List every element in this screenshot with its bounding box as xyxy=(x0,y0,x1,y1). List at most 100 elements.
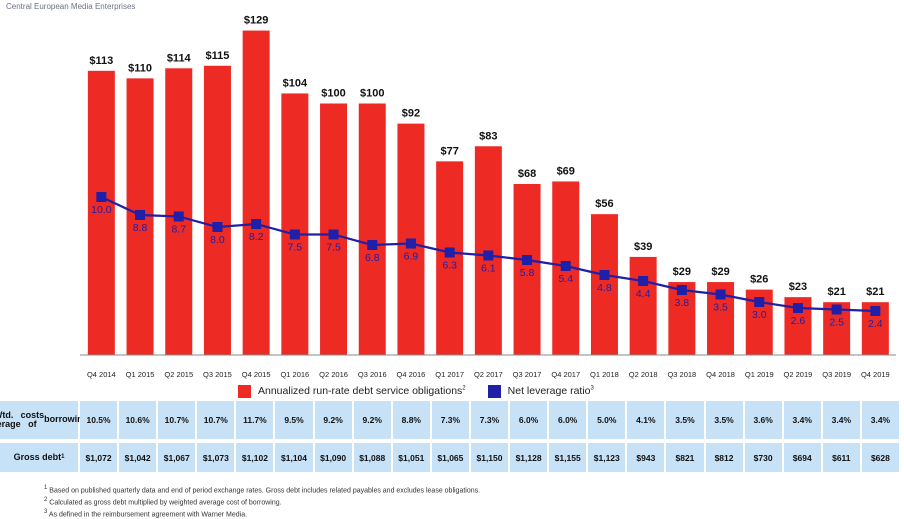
bar-value-label: $114 xyxy=(167,52,192,64)
legend-label-debt-service: Annualized run-rate debt service obligat… xyxy=(258,385,466,397)
table-cell: 9.2% xyxy=(314,401,352,439)
bar-q4-2014 xyxy=(87,70,115,356)
bar-q3-2015 xyxy=(203,65,231,356)
leverage-marker xyxy=(831,304,842,315)
leverage-value-label: 8.8 xyxy=(133,222,148,234)
leverage-value-label: 2.4 xyxy=(868,318,883,330)
table-cell: 9.2% xyxy=(353,401,391,439)
leverage-marker xyxy=(870,306,881,316)
x-tick-label: Q2 2018 xyxy=(629,370,658,379)
x-tick-label: Q4 2015 xyxy=(242,370,271,379)
legend-label-net-leverage: Net leverage ratio3 xyxy=(507,385,594,397)
table-cell: 5.0% xyxy=(588,401,626,439)
legend-item-net-leverage: Net leverage ratio3 xyxy=(487,384,594,398)
bar-value-label: $104 xyxy=(283,77,308,89)
table-cell: 3.6% xyxy=(744,401,782,439)
bar-value-label: $115 xyxy=(206,50,230,62)
table-cell: 7.3% xyxy=(470,401,509,439)
leverage-marker xyxy=(676,285,687,295)
table-cell: $1,051 xyxy=(392,443,430,472)
table-cell: 8.8% xyxy=(392,401,430,439)
table-cell: $1,073 xyxy=(197,443,235,472)
leverage-marker xyxy=(251,219,262,229)
leverage-value-label: 3.5 xyxy=(713,302,728,314)
leverage-marker xyxy=(715,289,726,300)
bar-value-label: $21 xyxy=(866,286,884,298)
leverage-marker xyxy=(96,192,107,202)
x-tick-label: Q3 2018 xyxy=(667,370,696,379)
bar-value-label: $23 xyxy=(789,281,807,293)
table-cell: 6.0% xyxy=(510,401,548,439)
leverage-marker xyxy=(367,240,378,250)
leverage-marker xyxy=(522,255,533,265)
table-cell: 3.5% xyxy=(666,401,704,439)
leverage-marker xyxy=(754,297,765,307)
x-tick-label: Q3 2017 xyxy=(513,370,542,379)
table-cell: 10.7% xyxy=(158,401,196,439)
bar-q2-2018 xyxy=(629,256,657,355)
leverage-value-label: 3.8 xyxy=(675,297,690,309)
legend-swatch-blue xyxy=(487,384,501,398)
table-cell: $943 xyxy=(627,443,665,472)
table-cell: $611 xyxy=(822,443,860,472)
footnote: 3 As defined in the reimbursement agreem… xyxy=(44,508,248,518)
x-tick-label: Q2 2016 xyxy=(319,370,348,379)
bar-value-label: $29 xyxy=(711,266,729,278)
bar-value-label: $56 xyxy=(595,198,613,210)
leverage-marker xyxy=(212,222,223,232)
leverage-marker xyxy=(328,229,339,240)
x-tick-label: Q3 2019 xyxy=(822,370,851,379)
table-cell: $1,065 xyxy=(431,443,469,472)
leverage-marker xyxy=(792,303,803,313)
x-tick-labels: Q4 2014 Q1 2015 Q2 2015 Q3 2015 Q4 2015 Q1 20… xyxy=(87,370,890,379)
bar-value-label: $21 xyxy=(827,286,845,298)
x-tick-label: Q1 2015 xyxy=(126,370,155,379)
x-tick-label: Q4 2014 xyxy=(87,370,116,379)
bar-value-label: $39 xyxy=(634,241,652,253)
x-tick-label: Q2 2017 xyxy=(474,370,503,379)
bar-value-label: $129 xyxy=(244,15,268,27)
leverage-value-label: 6.8 xyxy=(365,252,380,264)
x-tick-label: Q1 2019 xyxy=(745,370,774,379)
bar-value-label: $77 xyxy=(440,145,458,157)
leverage-value-label: 8.0 xyxy=(210,234,225,246)
bar-value-label: $29 xyxy=(673,266,691,278)
legend-item-debt-service: Annualized run-rate debt service obligat… xyxy=(238,384,466,398)
table-cell: $821 xyxy=(666,443,704,472)
bar-q3-2016 xyxy=(358,103,386,355)
table-cell: $1,128 xyxy=(510,443,548,472)
leverage-value-label: 6.1 xyxy=(481,263,496,275)
bar-value-label: $83 xyxy=(479,130,497,142)
leverage-marker xyxy=(483,250,494,261)
leverage-value-label: 7.5 xyxy=(288,242,303,254)
x-tick-label: Q1 2018 xyxy=(590,370,619,379)
leverage-marker xyxy=(560,261,571,271)
bar-q1-2017 xyxy=(436,161,464,355)
x-tick-label: Q2 2015 xyxy=(164,370,193,379)
x-tick-label: Q1 2016 xyxy=(280,370,309,379)
leverage-value-label: 4.8 xyxy=(597,282,612,294)
bar-q4-2015 xyxy=(242,30,270,355)
leverage-marker xyxy=(135,210,146,220)
table-cell: 7.3% xyxy=(431,401,469,439)
leverage-marker xyxy=(599,270,610,280)
brand-name: Central European Media Enterprises xyxy=(6,2,136,11)
table-cell: 3.4% xyxy=(783,401,821,439)
table-cell: 3.4% xyxy=(822,401,860,439)
leverage-value-label: 5.4 xyxy=(558,273,573,285)
table-cell: $1,090 xyxy=(314,443,352,472)
x-tick-label: Q1 2017 xyxy=(435,370,464,379)
legend-swatch-red xyxy=(238,384,251,398)
table-cell: $812 xyxy=(705,443,743,472)
x-tick-label: Q3 2015 xyxy=(203,370,232,379)
x-tick-label: Q4 2018 xyxy=(706,370,735,379)
table-cell: $1,042 xyxy=(119,443,157,472)
x-tick-label: Q4 2017 xyxy=(551,370,580,379)
bar-q1-2018 xyxy=(590,214,618,355)
table-cell: 3.4% xyxy=(861,401,899,439)
table-cell: 6.0% xyxy=(549,401,587,439)
bar-q1-2016 xyxy=(281,93,309,355)
bar-value-label: $100 xyxy=(321,88,345,100)
chart-legend: Annualized run-rate debt service obligat… xyxy=(238,383,608,399)
leverage-value-label: 7.5 xyxy=(326,242,341,254)
